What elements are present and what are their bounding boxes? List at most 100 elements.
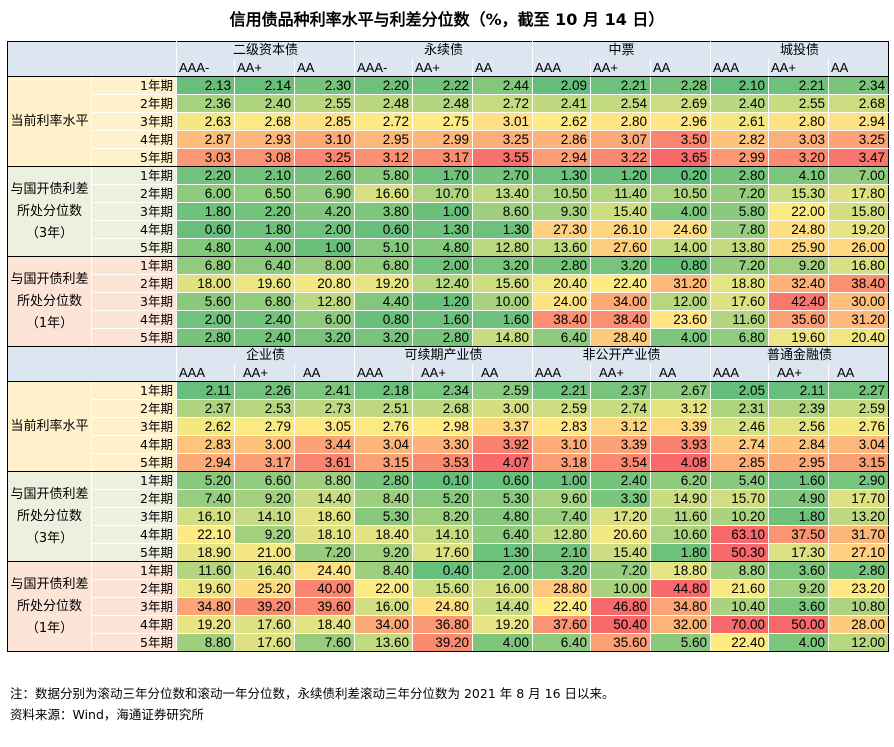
table-row: 5年期 2.80 2.40 3.20 3.20 2.80 14.80 6.40 28.40 4.0… [8,328,889,347]
value-cell: 0.60 [354,220,413,239]
value-cell: 27.60 [590,238,651,257]
table-row: 5年期 8.80 17.60 7.60 13.60 39.20 4.00 6.40 35.60 5… [8,633,889,652]
value-cell: 14.10 [234,507,295,526]
value-cell: 2.62 [532,112,591,131]
value-cell: 6.50 [234,184,295,203]
group-header: 非公开产业债 [532,346,711,364]
value-cell: 10.50 [532,184,591,203]
value-cell: 2.68 [234,112,295,131]
value-cell: 7.80 [710,220,769,239]
value-cell: 3.25 [294,148,355,167]
value-cell: 2.61 [710,112,769,131]
value-cell: 1.00 [294,238,355,257]
value-cell: 2.44 [472,76,533,95]
value-cell: 5.20 [176,471,235,490]
value-cell: 18.40 [294,615,355,634]
value-cell: 3.20 [354,328,413,347]
value-cell: 17.60 [710,292,769,311]
value-cell: 2.37 [590,381,651,400]
value-cell: 13.60 [532,238,591,257]
period-label: 2年期 [91,399,177,418]
value-cell: 3.00 [472,399,533,418]
value-cell: 37.50 [768,525,829,544]
value-cell: 13.40 [472,184,533,203]
period-label: 3年期 [91,417,177,436]
value-cell: 0.10 [412,471,473,490]
rating-header: AA+ [412,59,473,77]
value-cell: 15.30 [768,184,829,203]
period-label: 5年期 [91,543,177,562]
value-cell: 22.40 [590,274,651,293]
value-cell: 9.60 [532,489,591,508]
value-cell: 3.37 [472,417,533,436]
value-cell: 34.00 [354,615,413,634]
value-cell: 2.94 [532,148,591,167]
group-header: 可续期产业债 [354,346,533,364]
value-cell: 3.50 [650,130,711,149]
value-cell: 6.40 [532,633,591,652]
value-cell: 18.10 [294,525,355,544]
section-label: 与国开债利差所处分位数（1年） [7,256,92,347]
value-cell: 3.18 [532,453,591,472]
value-cell: 24.40 [294,561,355,580]
value-cell: 15.40 [590,543,651,562]
value-cell: 6.80 [710,328,769,347]
value-cell: 2.76 [828,417,889,436]
rating-header: AA [294,59,355,77]
period-label: 5年期 [91,148,177,167]
table-row: 5年期 2.94 3.17 3.61 3.15 3.53 4.07 3.18 3.54 4.08 2… [8,453,889,472]
value-cell: 16.60 [354,184,413,203]
period-label: 1年期 [91,256,177,275]
value-cell: 2.62 [176,417,235,436]
value-cell: 2.31 [710,399,769,418]
value-cell: 3.54 [590,453,651,472]
value-cell: 8.80 [176,633,235,652]
value-cell: 3.15 [354,453,413,472]
value-cell: 2.73 [294,399,355,418]
value-cell: 6.80 [234,292,295,311]
value-cell: 30.00 [828,292,889,311]
value-cell: 14.10 [412,525,473,544]
rating-header: AAA [710,59,769,77]
value-cell: 1.30 [472,543,533,562]
value-cell: 22.00 [354,579,413,598]
value-cell: 2.76 [354,417,413,436]
table-row: 与国开债利差所处分位数（1年） 1年期 6.80 6.40 8.00 6.80 2.00 3.… [7,256,889,347]
value-cell: 2.80 [768,112,829,131]
value-cell: 3.12 [650,399,711,418]
value-cell: 2.46 [710,417,769,436]
section-label: 与国开债利差所处分位数（3年） [7,166,92,257]
value-cell: 2.83 [532,417,591,436]
value-cell: 3.30 [412,435,473,454]
value-cell: 1.30 [412,220,473,239]
table-row: 2年期 19.60 25.20 40.00 22.00 15.60 16.00 28.80 10… [8,579,889,598]
value-cell: 3.10 [294,130,355,149]
value-cell: 3.60 [768,597,829,616]
value-cell: 5.80 [710,202,769,221]
value-cell: 1.00 [532,471,591,490]
value-cell: 32.40 [768,274,829,293]
value-cell: 2.26 [234,381,295,400]
period-label: 3年期 [91,112,177,131]
value-cell: 12.40 [412,274,473,293]
value-cell: 2.94 [828,112,889,131]
value-cell: 1.80 [176,202,235,221]
rating-header: AA [828,59,889,77]
value-cell: 6.90 [294,184,355,203]
group-header: 二级资本债 [176,41,355,59]
value-cell: 2.41 [532,94,591,113]
value-cell: 7.00 [828,166,889,185]
value-cell: 2.10 [234,166,295,185]
value-cell: 19.20 [176,615,235,634]
section-label: 与国开债利差所处分位数（3年） [7,471,92,562]
header-row-groups: 二级资本债 永续债 中票 城投债 [7,41,889,77]
value-cell: 2.27 [828,381,889,400]
value-cell: 2.75 [412,112,473,131]
value-cell: 24.80 [412,597,473,616]
value-cell: 2.41 [294,381,355,400]
value-cell: 38.40 [590,310,651,329]
value-cell: 2.14 [234,76,295,95]
value-cell: 12.80 [294,292,355,311]
value-cell: 2.87 [176,130,235,149]
value-cell: 17.70 [828,489,889,508]
